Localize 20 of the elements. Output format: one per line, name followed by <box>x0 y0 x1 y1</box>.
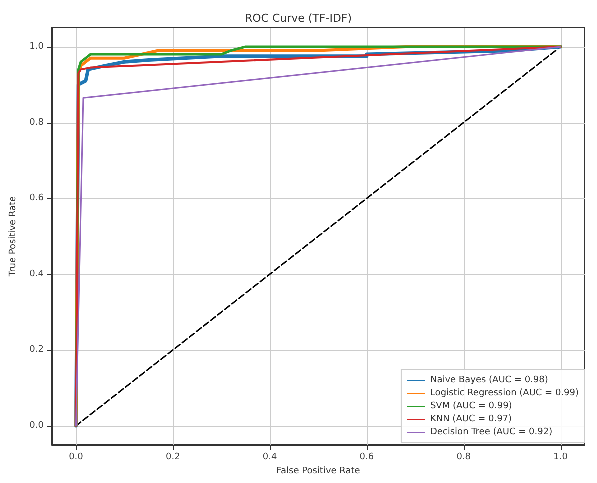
x-tick-label: 0.4 <box>262 452 278 462</box>
y-tick-label: 0.6 <box>30 194 44 204</box>
legend-label: Decision Tree (AUC = 0.92) <box>430 428 553 438</box>
y-axis-title: True Positive Rate <box>8 196 18 278</box>
y-tick-label: 0.4 <box>30 269 44 280</box>
legend-label: Naive Bayes (AUC = 0.98) <box>430 376 548 386</box>
legend-label: Logistic Regression (AUC = 0.99) <box>430 388 580 398</box>
y-tick-label: 0.0 <box>30 421 44 432</box>
chart-title: ROC Curve (TF-IDF) <box>244 12 352 25</box>
x-axis-title: False Positive Rate <box>276 466 361 476</box>
legend-label: KNN (AUC = 0.97) <box>430 414 512 424</box>
y-tick-label: 0.8 <box>30 118 44 128</box>
x-tick-label: 0.6 <box>360 452 374 462</box>
legend-label: SVM (AUC = 0.99) <box>430 402 512 412</box>
x-tick-label: 0.0 <box>69 452 84 462</box>
y-tick-label: 1.0 <box>30 42 44 52</box>
y-tick-label: 0.2 <box>30 345 44 356</box>
x-tick-label: 1.0 <box>554 452 568 462</box>
x-tick-label: 0.8 <box>456 452 472 462</box>
x-tick-label: 0.2 <box>166 452 180 462</box>
